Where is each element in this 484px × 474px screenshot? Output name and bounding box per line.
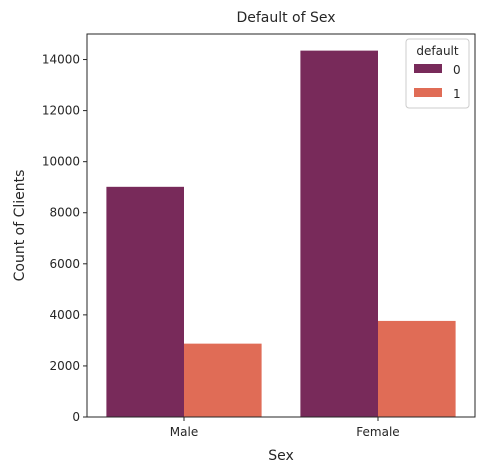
x-tick-label-male: Male xyxy=(170,425,198,439)
legend: default 0 1 xyxy=(406,39,469,108)
y-tick-label: 12000 xyxy=(42,104,80,118)
legend-swatch-1 xyxy=(414,88,442,97)
y-axis: 0 2000 4000 6000 8000 10000 12000 14000 xyxy=(42,53,87,424)
y-tick-label: 4000 xyxy=(49,308,80,322)
bars-group xyxy=(106,51,455,417)
y-tick-label: 6000 xyxy=(49,257,80,271)
legend-title: default xyxy=(416,44,459,58)
bar-male-series-0 xyxy=(106,187,184,417)
chart-title: Default of Sex xyxy=(236,10,335,26)
y-tick-label: 10000 xyxy=(42,155,80,169)
bar-male-series-1 xyxy=(184,344,262,417)
y-tick-label: 14000 xyxy=(42,53,80,67)
x-tick-label-female: Female xyxy=(356,425,399,439)
y-tick-label: 0 xyxy=(72,410,80,424)
y-tick-label: 2000 xyxy=(49,359,80,373)
y-axis-title: Count of Clients xyxy=(12,170,28,282)
bar-female-series-0 xyxy=(300,51,378,417)
bar-female-series-1 xyxy=(378,321,456,417)
y-tick-label: 8000 xyxy=(49,206,80,220)
legend-swatch-0 xyxy=(414,64,442,73)
legend-label-0: 0 xyxy=(453,63,461,77)
x-axis-title: Sex xyxy=(268,448,294,464)
legend-label-1: 1 xyxy=(453,87,461,101)
x-axis: Male Female xyxy=(170,417,400,439)
